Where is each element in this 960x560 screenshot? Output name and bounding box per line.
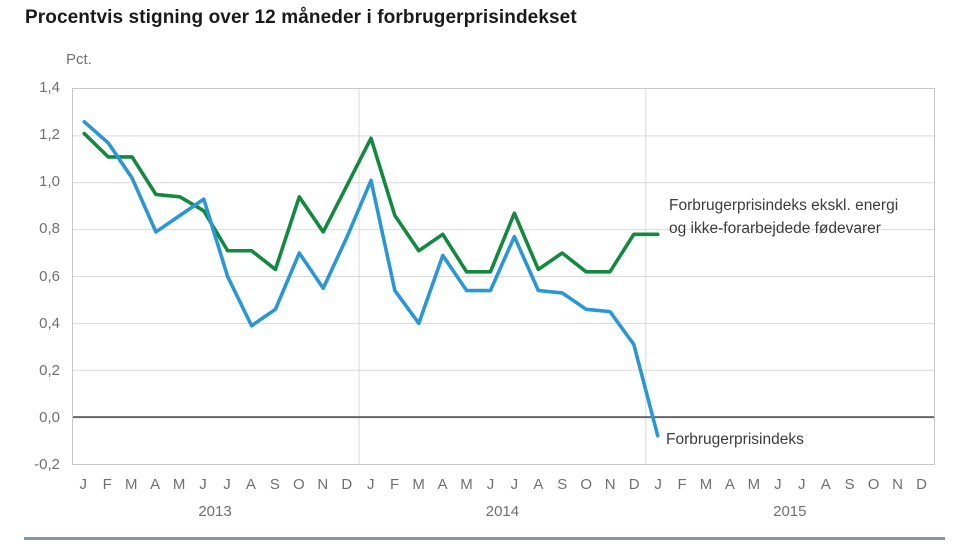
x-month-label: F bbox=[390, 476, 400, 493]
x-month-label: M bbox=[172, 476, 186, 493]
x-month-label: O bbox=[867, 476, 880, 493]
x-month-label: M bbox=[747, 476, 761, 493]
x-month-label: J bbox=[774, 476, 782, 493]
x-month-label: O bbox=[580, 476, 593, 493]
y-tick-label: 0,8 bbox=[39, 220, 60, 238]
y-tick-label: 1,0 bbox=[39, 173, 60, 191]
x-year-label: 2015 bbox=[773, 503, 807, 520]
x-month-label: N bbox=[317, 476, 329, 493]
x-month-label: F bbox=[102, 476, 112, 493]
x-month-label: F bbox=[677, 476, 687, 493]
chart-title: Procentvis stigning over 12 måneder i fo… bbox=[25, 7, 577, 28]
x-month-label: A bbox=[724, 476, 735, 493]
footer-bar bbox=[24, 537, 945, 540]
y-tick-label: 0,0 bbox=[39, 408, 60, 426]
x-month-label: J bbox=[79, 476, 88, 493]
core-cpi-line bbox=[82, 131, 660, 274]
y-tick-label: 0,4 bbox=[39, 314, 60, 332]
y-tick-label: 1,2 bbox=[39, 126, 60, 144]
x-month-label: M bbox=[412, 476, 425, 493]
x-month-label: S bbox=[557, 476, 568, 493]
x-month-label: J bbox=[510, 476, 519, 493]
x-month-label: A bbox=[150, 476, 161, 493]
x-month-label: M bbox=[124, 476, 138, 493]
y-axis-unit-label: Pct. bbox=[66, 51, 92, 68]
x-month-label: A bbox=[245, 476, 256, 493]
x-month-label: J bbox=[223, 476, 231, 493]
x-month-label: J bbox=[366, 476, 375, 493]
y-tick-label: 1,4 bbox=[39, 79, 60, 96]
x-month-label: J bbox=[199, 476, 207, 493]
x-month-label: J bbox=[654, 476, 662, 493]
x-year-label: 2013 bbox=[198, 503, 232, 520]
y-tick-label: 0,6 bbox=[39, 267, 60, 285]
core-cpi-annotation-line2: og ikke-forarbejdede fødevarer bbox=[669, 220, 881, 237]
core-cpi-annotation: Forbrugerprisindeks ekskl. energi og ikk… bbox=[669, 194, 898, 240]
x-month-label: D bbox=[916, 476, 927, 493]
x-month-label: D bbox=[341, 476, 353, 493]
plot-area bbox=[72, 88, 935, 465]
x-month-label: J bbox=[486, 476, 495, 493]
line-chart-svg bbox=[73, 89, 934, 464]
cpi-annotation: Forbrugerprisindeks bbox=[666, 431, 804, 448]
x-month-label: N bbox=[604, 476, 616, 493]
x-month-label: M bbox=[699, 476, 713, 493]
x-month-label: O bbox=[293, 476, 305, 493]
y-tick-label: 0,2 bbox=[39, 361, 60, 379]
y-tick-label: -0,2 bbox=[34, 456, 60, 473]
cpi-line bbox=[82, 120, 660, 438]
x-month-label: D bbox=[628, 476, 640, 493]
x-year-label: 2014 bbox=[485, 503, 520, 520]
x-month-label: N bbox=[892, 476, 904, 493]
core-cpi-annotation-line1: Forbrugerprisindeks ekskl. energi bbox=[669, 197, 899, 214]
x-month-label: S bbox=[844, 476, 855, 493]
x-month-label: A bbox=[533, 476, 544, 493]
x-month-label: A bbox=[437, 476, 448, 493]
x-month-label: M bbox=[460, 476, 473, 493]
x-month-label: A bbox=[820, 476, 831, 493]
x-month-label: S bbox=[269, 476, 280, 493]
x-month-label: J bbox=[798, 476, 806, 493]
